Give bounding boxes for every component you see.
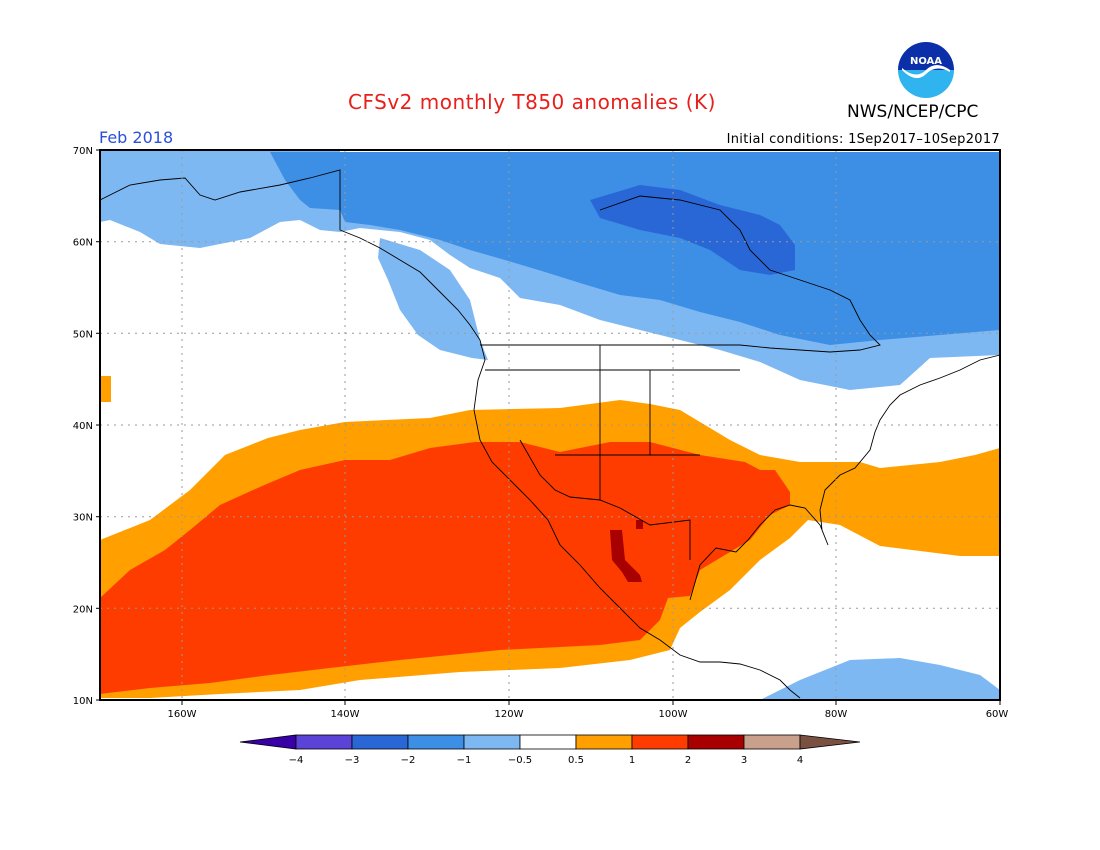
colorbar-arrow-left [239, 734, 297, 750]
anomaly-warm-dark-spot [636, 520, 643, 529]
lat-label: 70N [73, 146, 93, 157]
anomaly-cool-mid [270, 152, 1000, 345]
colorbar-swatch [631, 734, 689, 750]
colorbar-label: 1 [629, 755, 635, 766]
colorbar-swatch [463, 734, 521, 750]
lon-axis: 160W 140W 120W 100W 80W 60W [168, 700, 1009, 720]
colorbar-label: −2 [401, 755, 416, 766]
lat-label: 20N [73, 604, 93, 615]
map-title: CFSv2 monthly T850 anomalies (K) [348, 90, 716, 114]
lat-label: 30N [73, 513, 93, 524]
lat-label: 50N [73, 329, 93, 340]
lon-label: 140W [331, 709, 360, 720]
colorbar-label: −1 [457, 755, 472, 766]
anomaly-warm-dark [610, 530, 642, 582]
lon-label: 100W [659, 709, 688, 720]
colorbar-swatch [351, 734, 409, 750]
colorbar-label: 2 [685, 755, 691, 766]
initial-conditions: Initial conditions: 1Sep2017–10Sep2017 [726, 132, 1000, 147]
colorbar-swatch [295, 734, 353, 750]
anomaly-cool-coast [378, 238, 488, 360]
anomaly-warm-edge [100, 376, 111, 402]
colorbar: −4 −3 −2 −1 −0.5 0.5 1 2 3 4 [239, 734, 861, 766]
colorbar-swatch [407, 734, 465, 750]
colorbar-label: −3 [345, 755, 360, 766]
lon-label: 60W [986, 709, 1009, 720]
lat-label: 40N [73, 421, 93, 432]
lon-label: 160W [168, 709, 197, 720]
logo-text: NOAA [910, 56, 942, 67]
noaa-logo-icon: NOAA [897, 41, 955, 99]
colorbar-label: −0.5 [508, 755, 532, 766]
colorbar-label: −4 [289, 755, 304, 766]
colorbar-swatch [575, 734, 633, 750]
graticule [100, 150, 1000, 700]
lat-label: 10N [73, 696, 93, 707]
anomaly-cool-southeast [760, 658, 1000, 700]
lat-axis: 70N 60N 50N 40N 30N 20N 10N [73, 146, 100, 707]
colorbar-label: 3 [741, 755, 747, 766]
lat-label: 60N [73, 238, 93, 249]
coastlines [99, 169, 1001, 699]
colorbar-label: 0.5 [568, 755, 584, 766]
colorbar-swatch [519, 734, 577, 750]
anomaly-warm-mid [100, 442, 790, 694]
lon-label: 80W [825, 709, 848, 720]
colorbar-swatch [743, 734, 801, 750]
forecast-period: Feb 2018 [99, 128, 174, 147]
agency-label: NWS/NCEP/CPC [847, 102, 979, 122]
colorbar-label: 4 [797, 755, 803, 766]
colorbar-arrow-right [799, 734, 861, 750]
anomaly-cool-dark [590, 185, 795, 275]
lon-label: 120W [495, 709, 524, 720]
colorbar-swatch [687, 734, 745, 750]
